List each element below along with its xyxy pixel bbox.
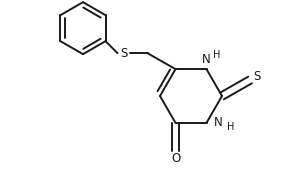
Text: N: N <box>214 116 223 129</box>
Text: O: O <box>171 152 180 165</box>
Text: H: H <box>228 122 235 132</box>
Text: H: H <box>213 50 220 60</box>
Text: S: S <box>120 47 127 60</box>
Text: N: N <box>202 53 211 66</box>
Text: S: S <box>253 70 261 84</box>
